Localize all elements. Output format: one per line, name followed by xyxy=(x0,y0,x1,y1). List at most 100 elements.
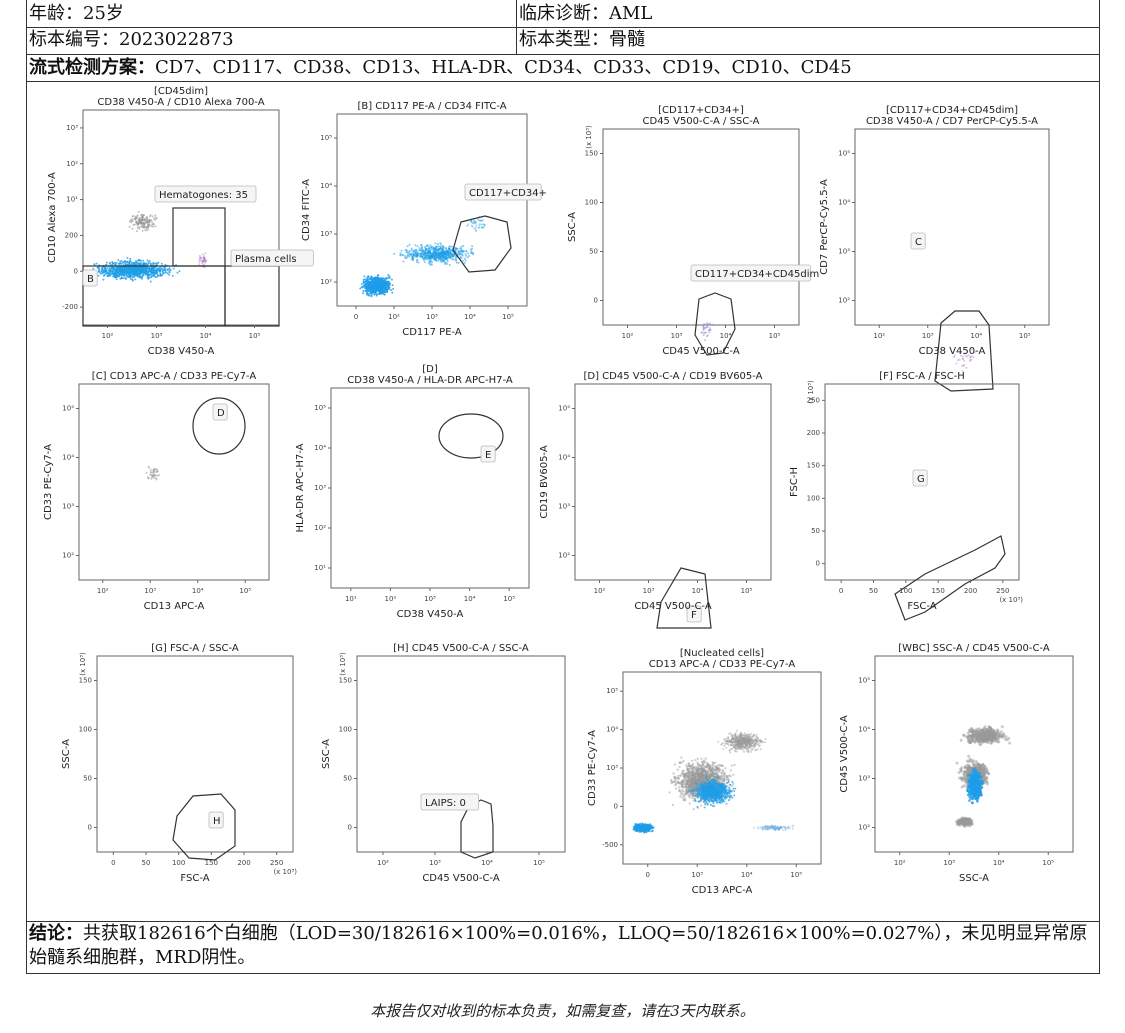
event-cloud xyxy=(632,729,795,834)
report-footer: 本报告仅对收到的标本负责，如需复查，请在3天内联系。 xyxy=(370,1002,755,1020)
y-axis-label: CD19 BV605-A xyxy=(539,445,550,518)
x-tick-label: 10² xyxy=(388,313,400,321)
specimen-id-field: 标本编号：2023022873 xyxy=(29,29,234,50)
x-tick-label: 10⁵ xyxy=(502,313,514,321)
x-tick-label: 10⁴ xyxy=(741,871,753,879)
gate-label-text: B xyxy=(87,274,94,285)
gate-label: C xyxy=(910,232,926,250)
y-tick-label: 10² xyxy=(66,160,78,168)
y-tick-label: 10⁴ xyxy=(606,726,618,734)
event-cloud xyxy=(953,347,976,373)
gate-label: G xyxy=(912,469,928,487)
divider xyxy=(27,921,1099,922)
y-tick-label: 50 xyxy=(83,775,92,783)
x-axis-label: SSC-A xyxy=(959,873,989,884)
plot-title: [WBC] SSC-A / CD45 V500-C-A xyxy=(898,643,1050,654)
age-field: 年龄：25岁 xyxy=(29,3,124,24)
gate-label-text: D xyxy=(217,408,225,419)
x-tick-label: 10⁵ xyxy=(249,332,261,340)
plot-frame xyxy=(602,128,800,326)
plot-panel: [C] CD13 APC-A / CD33 PE-Cy7-A D 10² 10³ 10⁴… xyxy=(43,371,270,612)
y-tick-label: 10¹ xyxy=(66,196,78,204)
gate-label-text: Plasma cells xyxy=(235,254,297,265)
plot-frame xyxy=(82,109,280,326)
plot-frame xyxy=(574,383,772,581)
gate-label-text: Hematogones: 35 xyxy=(159,190,248,201)
x-tick-label: 10⁵ xyxy=(1019,332,1031,340)
x-tick-label: 10⁵ xyxy=(1042,859,1054,867)
panel-title: 流式检测方案： xyxy=(29,57,155,78)
gate-region xyxy=(694,292,736,356)
plot-frame xyxy=(330,387,530,589)
x-tick-label: 10² xyxy=(377,859,389,867)
x-axis-label: CD38 V450-A xyxy=(919,346,986,357)
x-tick-label: 10³ xyxy=(671,332,683,340)
divider xyxy=(27,54,1099,55)
x-tick-label: 10⁴ xyxy=(464,313,476,321)
y-tick-label: -500 xyxy=(602,841,618,849)
y-unit-label: (x 10³) xyxy=(339,652,347,676)
x-tick-label: 200 xyxy=(237,859,250,867)
x-tick-label: 10² xyxy=(594,587,606,595)
gate-label: B xyxy=(82,269,98,287)
y-axis-label: SSC-A xyxy=(321,739,332,769)
y-tick-label: 150 xyxy=(79,677,92,685)
y-axis-label: CD33 PE-Cy7-A xyxy=(587,730,598,806)
x-tick-label: 10⁴ xyxy=(993,859,1005,867)
x-tick-label: 10³ xyxy=(426,313,438,321)
event-cloud xyxy=(955,725,1012,828)
y-axis-label: CD7 PerCP-Cy5.5-A xyxy=(819,179,830,275)
x-unit-label: (x 10³) xyxy=(999,596,1023,604)
plot-title: [H] CD45 V500-C-A / SSC-A xyxy=(393,643,529,654)
y-axis-label: CD33 PE-Cy7-A xyxy=(43,444,54,520)
gate-label: Hematogones: 35 xyxy=(154,185,257,203)
gate-region xyxy=(172,793,236,861)
x-tick-label: 10³ xyxy=(429,859,441,867)
x-tick-label: 10⁵ xyxy=(790,871,802,879)
x-tick-label: 10⁴ xyxy=(692,587,704,595)
y-tick-label: 10⁵ xyxy=(62,405,74,413)
y-tick-label: 0 xyxy=(88,824,92,832)
plot-title: [B] CD117 PE-A / CD34 FITC-A xyxy=(357,101,506,112)
gate-region xyxy=(82,265,226,327)
y-tick-label: 0 xyxy=(816,560,820,568)
gate-label: H xyxy=(208,811,224,829)
x-tick-label: 10³ xyxy=(424,595,436,603)
y-tick-label: 0 xyxy=(74,267,78,275)
plot-subtitle: CD38 V450-A / CD10 Alexa 700-A xyxy=(97,97,264,108)
plot-panel: [G] FSC-A / SSC-A H 0 50 100 150 200 250 150 100 5… xyxy=(61,643,297,884)
y-tick-label: 150 xyxy=(807,462,820,470)
x-tick-label: 10² xyxy=(894,859,906,867)
y-tick-label: 0 xyxy=(614,802,618,810)
plot-panel: [WBC] SSC-A / CD45 V500-C-A 10² 10³ 10⁴ 10⁵ 1… xyxy=(839,643,1074,884)
y-axis-label: CD45 V500-C-A xyxy=(839,715,850,792)
x-tick-label: 50 xyxy=(869,587,878,595)
gate-label: E xyxy=(480,445,496,463)
x-tick-label: 10⁴ xyxy=(970,332,982,340)
y-tick-label: 100 xyxy=(807,494,820,502)
y-tick-label: 10³ xyxy=(62,503,74,511)
x-axis-label: CD13 APC-A xyxy=(692,885,753,896)
x-tick-label: 10³ xyxy=(691,871,703,879)
x-axis-label: CD45 V500-C-A xyxy=(634,601,711,612)
y-tick-label: -200 xyxy=(62,303,78,311)
gate-label: F xyxy=(686,605,702,623)
plot-panel: [B] CD117 PE-A / CD34 FITC-A CD117+CD34+ 0… xyxy=(301,101,547,338)
y-tick-label: 10⁵ xyxy=(314,404,326,412)
gate-region xyxy=(192,397,246,455)
gate-region xyxy=(460,799,494,859)
gate-label-text: G xyxy=(917,474,925,485)
x-tick-label: 10⁵ xyxy=(533,859,545,867)
y-axis-label: SSC-A xyxy=(61,739,72,769)
x-axis-label: CD117 PE-A xyxy=(402,327,462,338)
plot-title: [D] CD45 V500-C-A / CD19 BV605-A xyxy=(583,371,762,382)
plot-title: [Nucleated cells] xyxy=(680,648,764,659)
plot-frame xyxy=(96,655,294,853)
gate-label-text: H xyxy=(213,816,221,827)
y-tick-label: 10⁴ xyxy=(320,182,332,190)
x-tick-label: 0 xyxy=(111,859,115,867)
x-tick-label: 10³ xyxy=(943,859,955,867)
plot-frame xyxy=(874,655,1074,853)
y-tick-label: 150 xyxy=(585,150,598,158)
y-tick-label: 50 xyxy=(343,775,352,783)
